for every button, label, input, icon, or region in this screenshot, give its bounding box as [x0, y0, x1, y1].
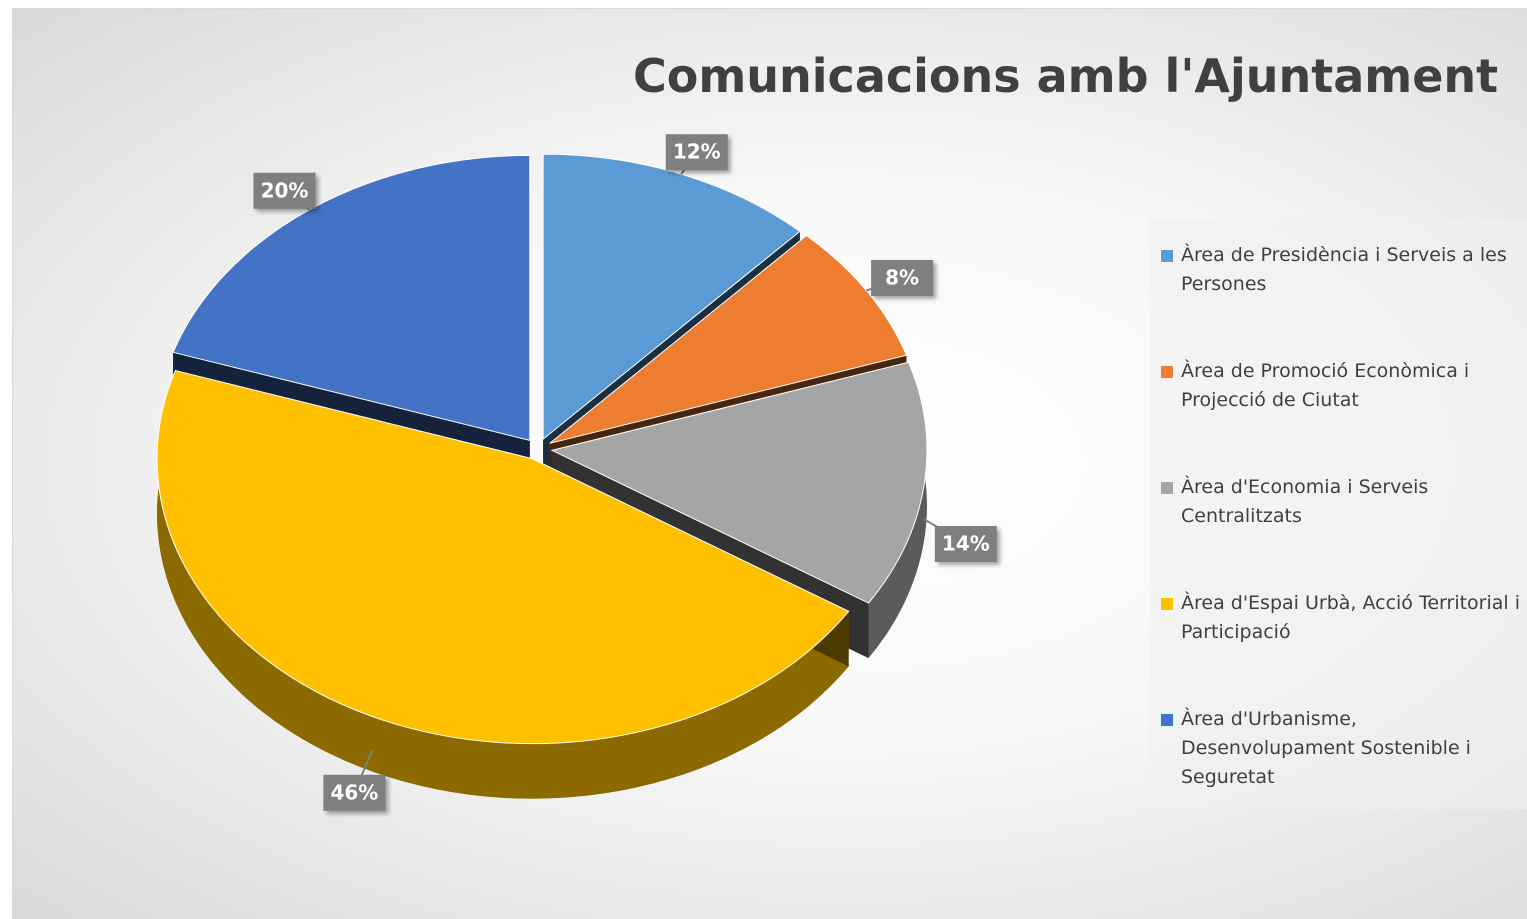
legend-item: Àrea de Presidència i Serveis a les Pers… — [1161, 241, 1527, 299]
chart-title: Comunicacions amb l'Ajuntament — [633, 49, 1499, 103]
legend-label: Àrea d'Urbanisme, Desenvolupament Sosten… — [1181, 708, 1471, 788]
chart: 12% 8% 14% 46% 20% Comunicacions amb l'Ajunt… — [12, 8, 1527, 919]
label-box — [871, 259, 934, 296]
legend-item: Àrea d'Economia i Serveis Centralitzats — [1161, 473, 1527, 531]
label-box — [323, 774, 386, 811]
legend-item: Àrea d'Espai Urbà, Acció Territorial i P… — [1161, 589, 1527, 647]
legend: Àrea de Presidència i Serveis a les Pers… — [1149, 219, 1527, 809]
data-label: 12% — [673, 140, 721, 164]
legend-swatch — [1161, 366, 1173, 378]
pie-area: 12% 8% 14% 46% 20% — [156, 134, 997, 811]
legend-label: Àrea de Promoció Econòmica i Projecció d… — [1181, 360, 1470, 411]
legend-label: Àrea de Presidència i Serveis a les Pers… — [1181, 244, 1507, 295]
data-label: 8% — [885, 265, 919, 289]
legend-swatch — [1161, 714, 1173, 726]
data-label: 20% — [261, 178, 309, 202]
slice — [172, 154, 531, 442]
slice — [550, 361, 928, 604]
legend-item: Àrea d'Urbanisme, Desenvolupament Sosten… — [1161, 705, 1527, 792]
legend-item: Àrea de Promoció Econòmica i Projecció d… — [1161, 357, 1527, 415]
legend-swatch — [1161, 482, 1173, 494]
legend-label: Àrea d'Economia i Serveis Centralitzats — [1181, 476, 1429, 527]
label-box — [934, 526, 997, 563]
data-label: 46% — [330, 780, 378, 804]
data-label: 14% — [942, 532, 990, 556]
label-box — [253, 172, 316, 209]
legend-label: Àrea d'Espai Urbà, Acció Territorial i P… — [1181, 592, 1521, 643]
legend-swatch — [1161, 250, 1173, 262]
legend-swatch — [1161, 598, 1173, 610]
label-box — [665, 134, 728, 171]
slice — [156, 369, 850, 745]
